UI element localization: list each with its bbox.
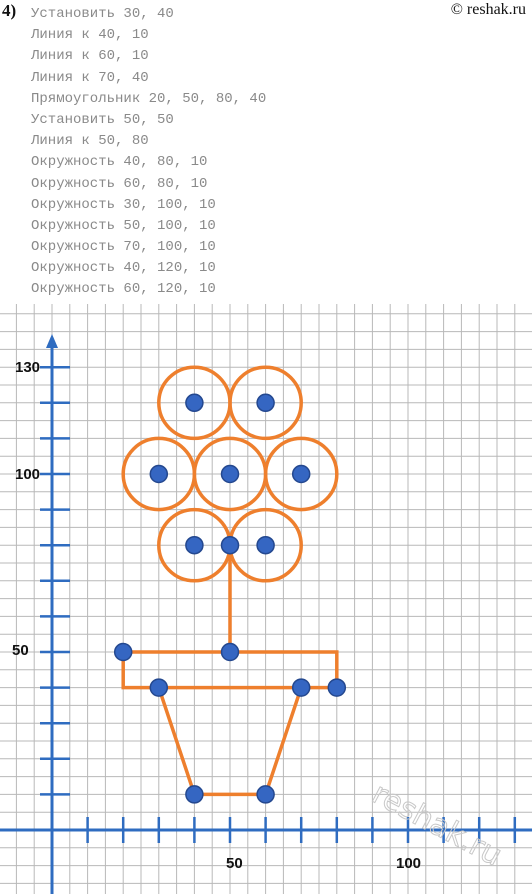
point-marker — [149, 678, 169, 697]
point-marker — [256, 535, 275, 555]
point-marker — [185, 535, 204, 555]
point-marker — [291, 464, 311, 484]
pot-outline — [157, 687, 303, 797]
point-marker — [113, 642, 133, 662]
program-line: Окружность 40, 80, 10 — [31, 154, 208, 171]
drawing-points — [113, 393, 347, 804]
program-line: Окружность 60, 120, 10 — [31, 281, 216, 298]
point-marker — [185, 393, 204, 413]
program-listing: Установить 30, 40 Линия к 40, 10 Линия к… — [31, 4, 266, 301]
program-line: Линия к 50, 80 — [31, 133, 149, 150]
point-marker — [256, 785, 275, 804]
x-label-50: 50 — [226, 855, 243, 872]
program-line: Окружность 50, 100, 10 — [31, 217, 216, 234]
point-marker — [185, 785, 204, 804]
program-line: Установить 50, 50 — [31, 111, 174, 128]
point-marker — [327, 678, 347, 697]
program-line: Окружность 70, 100, 10 — [31, 239, 216, 256]
grid — [0, 304, 532, 894]
y-axis-arrow — [46, 334, 58, 348]
task-number: 4) — [2, 1, 17, 20]
y-label-100: 100 — [15, 466, 40, 483]
axis-ticks — [40, 365, 517, 843]
watermark: reshak.ru — [366, 776, 507, 873]
program-line: Прямоугольник 20, 50, 80, 40 — [31, 90, 267, 107]
point-marker — [220, 535, 240, 555]
coordinate-drawing: 130 100 50 50 100 reshak.ru — [0, 304, 532, 894]
point-marker — [220, 642, 240, 662]
x-label-100: 100 — [396, 855, 421, 872]
program-line: Окружность 40, 120, 10 — [31, 260, 216, 277]
point-marker — [291, 678, 311, 697]
y-label-50: 50 — [12, 642, 29, 659]
flower-circle — [228, 365, 303, 441]
program-line: Окружность 30, 100, 10 — [31, 196, 216, 213]
point-marker — [256, 393, 275, 413]
program-line: Окружность 60, 80, 10 — [31, 175, 208, 192]
point-marker — [149, 464, 169, 484]
program-line: Установить 30, 40 — [31, 6, 174, 22]
flower-circle — [263, 436, 339, 512]
site-credit: © reshak.ru — [450, 1, 526, 18]
program-line: Линия к 60, 10 — [31, 48, 149, 65]
y-label-130: 130 — [15, 359, 40, 376]
point-marker — [220, 464, 240, 484]
program-line: Линия к 40, 10 — [31, 27, 149, 44]
program-line: Линия к 70, 40 — [31, 69, 149, 86]
